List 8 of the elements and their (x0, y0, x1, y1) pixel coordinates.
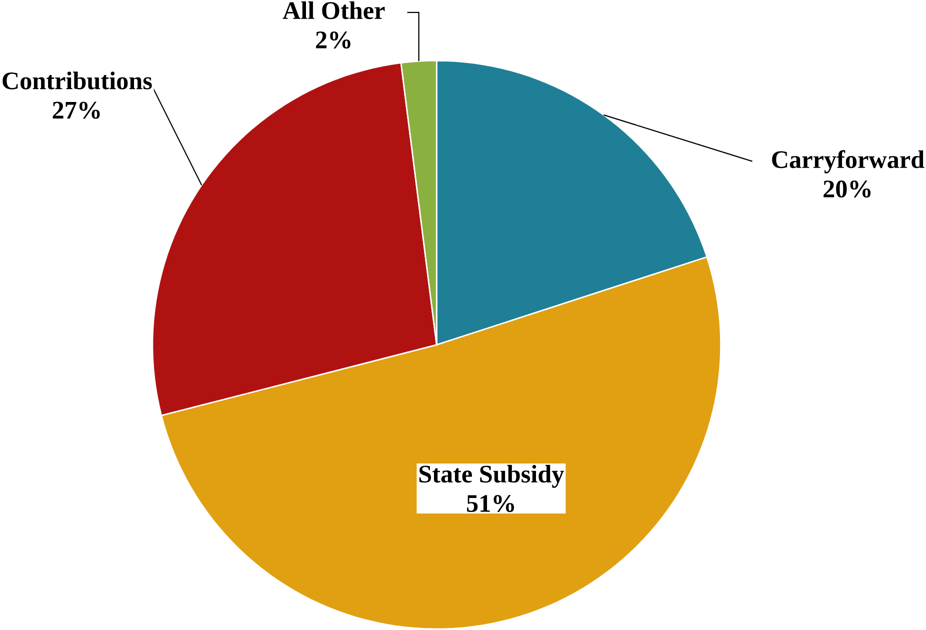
data-label: 2% (316, 32, 350, 49)
data-label: 51% (467, 495, 514, 512)
slice-label: Contributions (2, 72, 152, 90)
slice-label: All Other (282, 2, 385, 20)
data-label: 20% (824, 180, 871, 198)
slice-label: Carryforward (772, 150, 924, 174)
data-label: 27% (52, 102, 100, 119)
slice-label: State Subsidy (419, 465, 564, 488)
